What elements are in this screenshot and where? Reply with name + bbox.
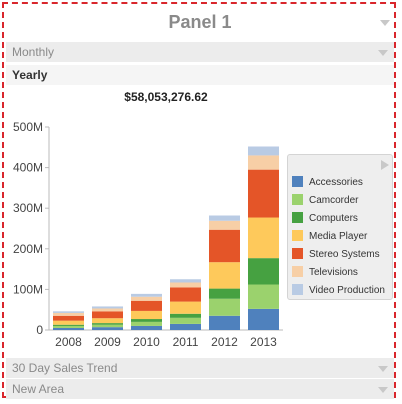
chevron-down-icon	[378, 387, 388, 393]
x-tick-label: 2010	[133, 335, 160, 349]
bar-segment-accessories	[53, 327, 84, 330]
bar-segment-camcorder	[248, 284, 279, 309]
bar-segment-computers	[131, 319, 162, 322]
bar-segment-stereo-systems	[170, 287, 201, 302]
bar-segment-video-production	[131, 293, 162, 297]
section-30-day-sales-trend[interactable]: 30 Day Sales Trend	[6, 358, 394, 378]
bar-segment-camcorder	[92, 324, 123, 328]
bar-segment-media-player	[53, 320, 84, 325]
legend-item[interactable]: Media Player	[292, 229, 368, 244]
legend-item[interactable]: Computers	[292, 211, 358, 226]
bar-segment-televisions	[209, 220, 240, 230]
bar-segment-video-production	[248, 146, 279, 156]
bar-segment-stereo-systems	[92, 311, 123, 319]
bar-segment-televisions	[170, 282, 201, 288]
bar-segment-computers	[209, 288, 240, 299]
legend-item[interactable]: Stereo Systems	[292, 247, 380, 262]
legend-item[interactable]: Video Production	[292, 283, 385, 298]
legend-swatch	[292, 283, 303, 295]
legend-expand-icon[interactable]	[381, 160, 389, 170]
legend-label: Camcorder	[309, 195, 359, 206]
bar-segment-accessories	[170, 323, 201, 330]
legend-swatch	[292, 211, 303, 223]
bar-segment-video-production	[170, 279, 201, 283]
bar-segment-accessories	[92, 327, 123, 330]
bar-segment-media-player	[92, 318, 123, 324]
bar-segment-media-player	[131, 310, 162, 320]
legend-swatch	[292, 175, 303, 187]
chevron-down-icon	[378, 366, 388, 372]
bar-segment-camcorder	[170, 317, 201, 324]
y-tick-label: 100M	[13, 282, 43, 296]
legend-label: Televisions	[309, 267, 358, 278]
y-tick-label: 300M	[13, 201, 43, 215]
legend-item[interactable]: Camcorder	[292, 193, 359, 208]
bar-segment-stereo-systems	[53, 315, 84, 321]
panel-header[interactable]: Panel 1	[6, 8, 394, 38]
x-tick-label: 2008	[55, 335, 82, 349]
bar-segment-accessories	[209, 315, 240, 330]
bar-segment-televisions	[53, 312, 84, 316]
y-tick-label: 400M	[13, 161, 43, 175]
bar-segment-media-player	[170, 301, 201, 314]
x-tick-label: 2012	[211, 335, 238, 349]
bar-segment-camcorder	[131, 321, 162, 326]
x-tick-label: 2013	[250, 335, 277, 349]
legend-swatch	[292, 247, 303, 259]
legend-item[interactable]: Accessories	[292, 175, 363, 190]
bar-segment-accessories	[131, 325, 162, 330]
y-tick-label: 200M	[13, 242, 43, 256]
section-monthly[interactable]: Monthly	[6, 42, 394, 62]
section-monthly-label: Monthly	[12, 45, 55, 59]
bar-segment-televisions	[92, 308, 123, 312]
y-tick-label: 0	[36, 323, 43, 337]
bar-segment-stereo-systems	[131, 300, 162, 311]
bar-segment-media-player	[248, 217, 279, 259]
section-new-area-label: New Area	[12, 382, 65, 396]
section-yearly-label: Yearly	[12, 68, 48, 82]
bar-segment-televisions	[248, 155, 279, 170]
chart-legend: Accessories Camcorder Computers Media Playe…	[287, 154, 393, 300]
legend-swatch	[292, 193, 303, 205]
bar-segment-video-production	[53, 311, 84, 313]
total-sales-value: $58,053,276.62	[124, 90, 208, 104]
section-yearly[interactable]: Yearly	[6, 65, 394, 85]
panel-title: Panel 1	[168, 12, 232, 32]
bar-segment-computers	[170, 313, 201, 318]
legend-label: Stereo Systems	[309, 249, 380, 260]
chevron-down-icon	[378, 50, 388, 56]
bar-segment-stereo-systems	[248, 169, 279, 218]
legend-item[interactable]: Televisions	[292, 265, 358, 280]
legend-label: Video Production	[309, 285, 385, 296]
legend-label: Accessories	[309, 177, 363, 188]
bar-segment-media-player	[209, 262, 240, 289]
bar-segment-video-production	[92, 306, 123, 309]
x-tick-label: 2009	[94, 335, 121, 349]
bar-segment-camcorder	[209, 298, 240, 316]
legend-label: Computers	[309, 213, 358, 224]
legend-swatch	[292, 229, 303, 241]
y-tick-label: 500M	[13, 120, 43, 134]
bar-segment-computers	[53, 324, 84, 326]
bar-segment-accessories	[248, 308, 279, 330]
bar-segment-computers	[248, 258, 279, 285]
chevron-down-icon[interactable]	[380, 20, 390, 26]
bar-segment-stereo-systems	[209, 229, 240, 263]
x-tick-label: 2011	[173, 335, 199, 349]
legend-label: Media Player	[309, 231, 368, 242]
section-new-area[interactable]: New Area	[6, 379, 394, 399]
legend-swatch	[292, 265, 303, 277]
bar-segment-televisions	[131, 296, 162, 301]
bar-segment-video-production	[209, 215, 240, 221]
bar-segment-camcorder	[53, 325, 84, 328]
bar-segment-computers	[92, 323, 123, 325]
section-trend-label: 30 Day Sales Trend	[12, 361, 118, 375]
